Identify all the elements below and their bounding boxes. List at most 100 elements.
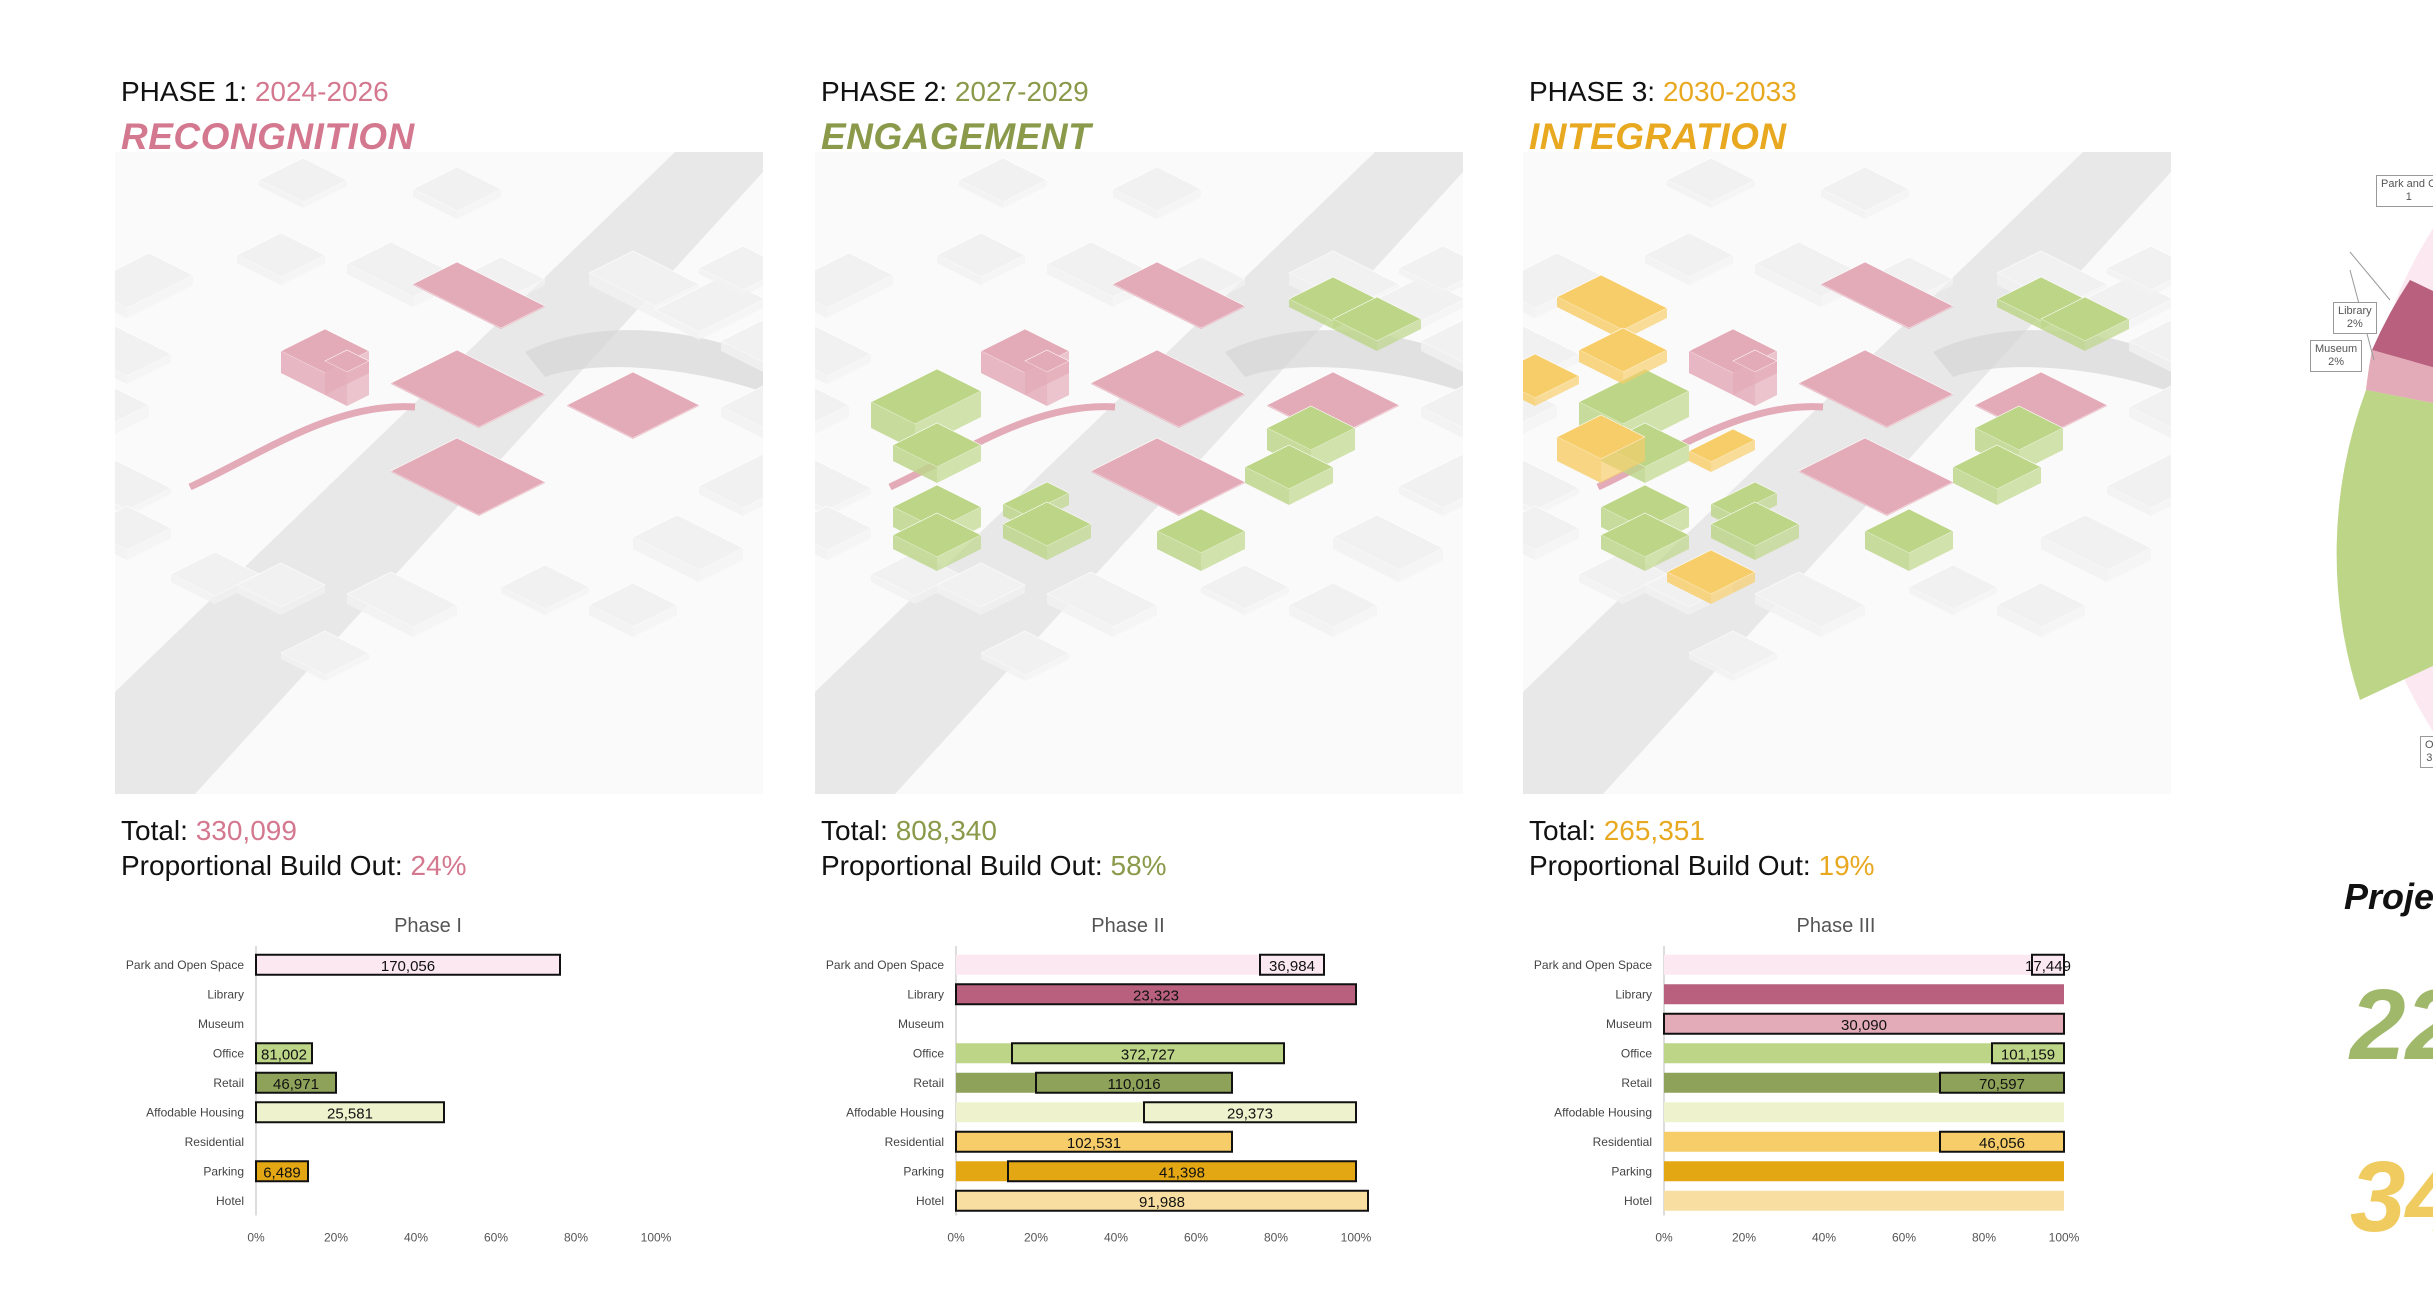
bar-fill xyxy=(956,984,1356,1005)
x-tick-label: 100% xyxy=(1341,1231,1372,1245)
pie-callout-library: Library 2% xyxy=(2333,302,2377,334)
phase-1-heading: PHASE 1: 2024-2026 xyxy=(121,76,389,107)
context-building xyxy=(815,325,872,384)
bar xyxy=(1991,1042,2065,1065)
bar-fill xyxy=(956,954,1324,975)
data-label: 102,531 xyxy=(1067,1135,1121,1152)
big-number-yellow: 34 xyxy=(2350,1141,2433,1253)
x-tick-label: 20% xyxy=(1732,1231,1756,1245)
phase-3-build-out: Proportional Build Out: 19% xyxy=(1529,850,1875,881)
context-building xyxy=(2128,385,2171,438)
bar-fill xyxy=(256,1102,444,1123)
phase-3-heading: PHASE 3: 2030-2033 xyxy=(1529,76,1797,107)
bar-fill xyxy=(256,1043,312,1064)
bar-background xyxy=(1664,1190,2064,1211)
phase-1-chart: Phase I Park and Open Space 170,056 Library… xyxy=(126,915,672,1245)
category-label: Affodable Housing xyxy=(146,1105,244,1119)
bar xyxy=(2031,953,2065,976)
bar-background xyxy=(1664,984,2064,1005)
phase-2-building xyxy=(1710,501,1800,560)
data-label: 41,398 xyxy=(1159,1164,1205,1181)
category-label: Parking xyxy=(903,1164,944,1178)
data-label: 110,016 xyxy=(1107,1076,1160,1093)
category-label: Park and Open Space xyxy=(826,958,944,972)
phase-2-building xyxy=(1002,501,1092,560)
context-building xyxy=(115,505,172,560)
bar-background xyxy=(1664,1043,2064,1064)
phase-3-panel: PHASE 3: 2030-2033 INTEGRATION Total: 26… xyxy=(1523,0,2229,1313)
bar xyxy=(255,1101,445,1124)
context-building xyxy=(2128,319,2171,372)
category-label: Retail xyxy=(913,1076,944,1090)
context-building xyxy=(236,232,326,285)
phase-1-site xyxy=(1090,349,1246,428)
phase-2-total: Total: 808,340 xyxy=(821,815,997,846)
bar xyxy=(1259,953,1325,976)
context-building xyxy=(632,514,744,582)
data-label: 372,727 xyxy=(1121,1046,1175,1063)
phase-3-building xyxy=(1556,274,1668,340)
context-building xyxy=(236,562,326,615)
context-building xyxy=(1688,630,1778,681)
phase-3-building xyxy=(1578,327,1668,384)
phase-2-building xyxy=(1244,444,1334,505)
x-tick-label: 60% xyxy=(484,1231,508,1245)
bar xyxy=(1939,1130,2065,1153)
phase-1-site xyxy=(566,371,700,439)
phase-2-building xyxy=(892,512,982,571)
context-building xyxy=(588,582,678,637)
phase-3-total: Total: 265,351 xyxy=(1529,815,1705,846)
context-building xyxy=(958,157,1048,208)
bar xyxy=(1007,1160,1357,1183)
bar xyxy=(1011,1042,1285,1065)
bar-fill xyxy=(956,1102,1356,1123)
data-label: 70,597 xyxy=(1979,1076,2025,1093)
phase-1-site xyxy=(324,349,370,406)
phase-1-site xyxy=(412,261,546,329)
highway-ramp xyxy=(525,330,763,392)
big-number-green: 22 xyxy=(2350,969,2433,1081)
x-tick-label: 80% xyxy=(1972,1231,1996,1245)
category-label: Office xyxy=(213,1046,244,1060)
data-label: 91,988 xyxy=(1139,1194,1185,1211)
x-tick-label: 20% xyxy=(324,1231,348,1245)
phase-3-name: INTEGRATION xyxy=(1529,116,1787,157)
phase-1-site xyxy=(1820,261,1954,329)
context-building xyxy=(115,252,194,318)
context-building xyxy=(815,387,850,434)
category-label: Museum xyxy=(198,1017,244,1031)
phase-1-name: RECONGNITION xyxy=(121,116,415,157)
context-building xyxy=(500,564,590,615)
x-tick-label: 100% xyxy=(641,1231,672,1245)
context-building xyxy=(1754,571,1866,637)
data-label: 36,984 xyxy=(1269,958,1315,975)
phase-2-panel: PHASE 2: 2027-2029 ENGAGEMENT Total: 808… xyxy=(815,0,1521,1313)
phase-2-building xyxy=(1332,296,1422,351)
x-tick-label: 0% xyxy=(947,1231,965,1245)
x-tick-label: 40% xyxy=(1812,1231,1836,1245)
context-building xyxy=(815,252,894,318)
context-building xyxy=(1332,514,1444,582)
context-building xyxy=(1398,245,1463,296)
highway-ramp xyxy=(1933,330,2171,392)
bar xyxy=(1663,1012,2065,1035)
x-tick-label: 40% xyxy=(404,1231,428,1245)
context-building xyxy=(1996,582,2086,637)
context-building xyxy=(698,453,763,516)
bar xyxy=(955,1130,1233,1153)
context-building xyxy=(1644,232,1734,285)
x-tick-label: 40% xyxy=(1104,1231,1128,1245)
category-label: Park and Open Space xyxy=(126,958,244,972)
phase-3-building xyxy=(1666,549,1756,604)
phase-2-map xyxy=(815,152,1463,794)
context-building xyxy=(936,562,1026,615)
category-label: Hotel xyxy=(216,1194,244,1208)
context-building xyxy=(980,630,1070,681)
bar-background xyxy=(1664,1013,2064,1034)
bar-background xyxy=(1664,1161,2064,1182)
chart-title: Phase I xyxy=(394,915,462,937)
context-building xyxy=(1820,166,1910,219)
